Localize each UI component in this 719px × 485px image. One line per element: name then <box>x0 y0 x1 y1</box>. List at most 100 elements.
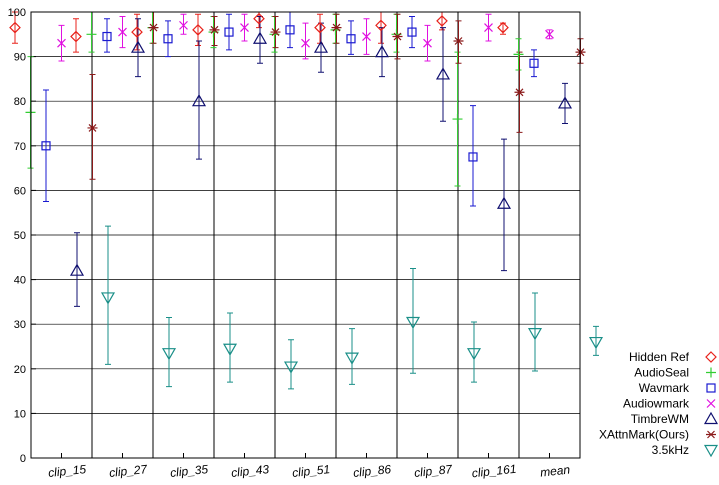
error-bar-timbrewm-mean <box>562 82 568 124</box>
marker-timbrewm-clip_86 <box>374 44 390 58</box>
data-markers <box>9 12 604 374</box>
marker-audioseal-clip_27 <box>86 29 97 40</box>
error-bar-3-5khz-clip_15 <box>105 225 111 365</box>
marker-wavmark-mean <box>529 58 539 68</box>
y-tick-label: 100 <box>8 7 26 19</box>
marker-wavmark-clip_86 <box>346 34 356 44</box>
legend-label-wavmark: Wavmark <box>639 381 690 395</box>
error-bar-timbrewm-clip_35 <box>196 40 202 160</box>
marker-hidden-ref-mean <box>497 21 509 34</box>
x-tick-label-clip_86: clip_86 <box>352 462 392 480</box>
x-tick-label-clip_51: clip_51 <box>291 462 330 480</box>
x-tick-label-clip_43: clip_43 <box>230 462 270 480</box>
error-bar-wavmark-clip_27 <box>104 18 110 53</box>
marker-timbrewm-clip_161 <box>496 196 512 209</box>
error-bar-wavmark-clip_35 <box>165 20 171 58</box>
y-tick-label: 50 <box>14 230 26 242</box>
error-bar-3-5khz-clip_35 <box>227 312 233 383</box>
grid-lines <box>31 11 580 459</box>
y-tick-label: 20 <box>14 364 26 376</box>
legend-marker-wavmark <box>706 383 716 393</box>
marker-xattnmark-ours-clip_87 <box>453 37 464 45</box>
marker-3-5khz-clip_51 <box>344 352 360 365</box>
marker-audiowmark-mean <box>545 29 554 39</box>
legend-label-timbrewm: TimbreWM <box>631 412 689 426</box>
marker-wavmark-clip_43 <box>224 27 234 37</box>
marker-audiowmark-clip_161 <box>484 23 493 33</box>
marker-3-5khz-clip_27 <box>161 348 177 361</box>
error-bar-timbrewm-clip_15 <box>74 232 80 307</box>
marker-xattnmark-ours-clip_51 <box>331 23 342 32</box>
legend-label-hidden-ref: Hidden Ref <box>629 350 690 364</box>
marker-audiowmark-clip_43 <box>240 23 249 33</box>
legend-marker-3-5khz <box>703 444 719 458</box>
error-bar-3-5khz-clip_87 <box>471 321 477 383</box>
marker-timbrewm-mean <box>557 96 573 109</box>
x-tick-label-clip_27: clip_27 <box>108 462 149 480</box>
marker-timbrewm-clip_27 <box>130 40 146 53</box>
marker-hidden-ref-clip_86 <box>314 21 326 34</box>
marker-wavmark-clip_35 <box>163 34 173 44</box>
marker-timbrewm-clip_15 <box>69 263 85 276</box>
marker-timbrewm-clip_43 <box>252 31 268 44</box>
marker-hidden-ref-clip_43 <box>192 23 204 36</box>
marker-xattnmark-ours-clip_161 <box>514 88 525 97</box>
marker-audiowmark-clip_86 <box>362 32 371 41</box>
marker-hidden-ref-clip_35 <box>131 26 143 38</box>
error-bar-timbrewm-clip_161 <box>501 138 507 272</box>
legend-marker-hidden-ref <box>705 351 717 363</box>
legend-marker-audioseal <box>706 367 716 378</box>
marker-audiowmark-clip_15 <box>57 38 66 48</box>
marker-hidden-ref-clip_15 <box>9 21 21 34</box>
marker-xattnmark-ours-clip_15 <box>87 124 98 132</box>
marker-xattnmark-ours-clip_35 <box>209 25 220 34</box>
marker-3-5khz-clip_161 <box>527 328 543 341</box>
marker-wavmark-clip_51 <box>285 25 295 35</box>
error-bar-timbrewm-clip_51 <box>318 22 324 73</box>
y-tick-label: 60 <box>14 185 26 197</box>
error-bar-wavmark-clip_86 <box>348 20 354 55</box>
error-bar-wavmark-clip_15 <box>43 89 49 203</box>
marker-3-5khz-clip_43 <box>283 361 299 374</box>
marker-xattnmark-ours-clip_27 <box>148 23 159 32</box>
legend-label-3-5khz: 3.5kHz <box>652 443 689 457</box>
marker-audioseal-mean <box>513 49 524 60</box>
marker-3-5khz-clip_86 <box>405 316 421 330</box>
marker-audioseal-clip_161 <box>452 114 463 125</box>
error-bar-timbrewm-clip_87 <box>440 27 446 122</box>
y-tick-label: 90 <box>14 52 26 64</box>
legend-marker-timbrewm <box>703 411 719 425</box>
y-tick-labels: 0 10 20 30 40 50 60 70 80 90 100 <box>8 7 26 465</box>
error-bar-3-5khz-clip_51 <box>349 328 355 385</box>
marker-timbrewm-clip_87 <box>435 67 451 80</box>
x-tick-label-mean: mean <box>539 462 571 479</box>
error-bar-wavmark-mean <box>531 49 537 78</box>
marker-hidden-ref-clip_51 <box>253 12 265 25</box>
x-tick-label-clip_161: clip_161 <box>471 462 517 481</box>
error-bar-3-5khz-mean <box>593 325 599 356</box>
marker-hidden-ref-clip_161 <box>436 15 448 27</box>
marker-hidden-ref-clip_87 <box>375 19 387 32</box>
marker-timbrewm-clip_51 <box>313 40 329 53</box>
marker-3-5khz-mean <box>588 336 604 350</box>
marker-3-5khz-clip_35 <box>222 343 238 356</box>
legend-marker-xattnmark-ours <box>706 430 716 439</box>
x-tick-label-clip_87: clip_87 <box>413 462 454 480</box>
marker-wavmark-clip_15 <box>41 141 51 151</box>
x-tick-label-clip_35: clip_35 <box>169 462 209 480</box>
y-tick-label: 0 <box>20 453 26 465</box>
error-bar-3-5khz-clip_86 <box>410 267 416 374</box>
legend-label-audioseal: AudioSeal <box>634 366 689 380</box>
y-tick-label: 70 <box>14 141 26 153</box>
y-tick-label: 40 <box>14 275 26 287</box>
marker-audiowmark-clip_87 <box>423 38 432 48</box>
marker-audiowmark-clip_35 <box>179 20 188 30</box>
y-tick-label: 10 <box>14 408 26 420</box>
category-separators <box>91 12 520 458</box>
marker-audiowmark-clip_27 <box>118 27 127 37</box>
marker-wavmark-clip_87 <box>407 27 417 37</box>
marker-xattnmark-ours-clip_43 <box>270 28 281 36</box>
error-bar-audiowmark-clip_35 <box>180 13 187 35</box>
